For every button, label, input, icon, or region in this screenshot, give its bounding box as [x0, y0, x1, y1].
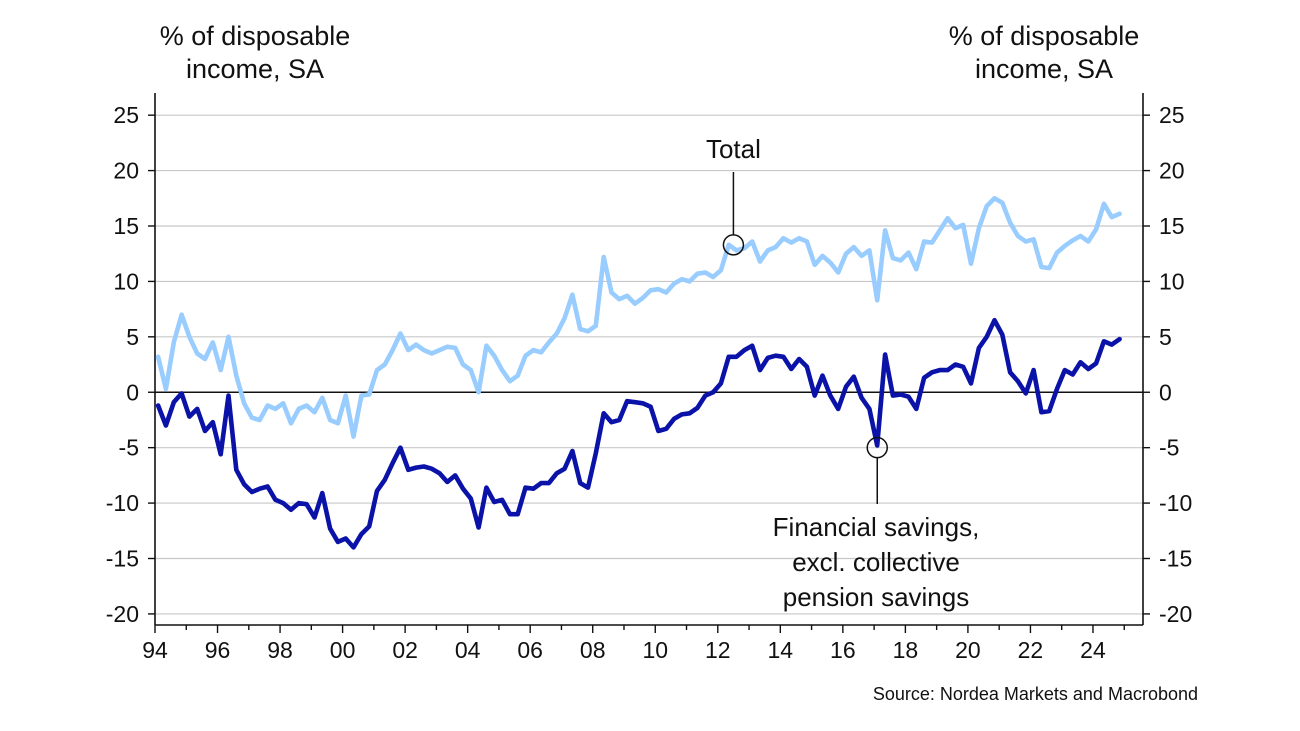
- y-tick-label-right: 25: [1159, 102, 1185, 128]
- right-axis-unit-label: % of disposable income, SA: [948, 21, 1140, 84]
- x-tick-label: 12: [705, 637, 731, 663]
- x-tick-label: 02: [392, 637, 418, 663]
- x-tick-label: 22: [1018, 637, 1044, 663]
- y-tick-label-right: 15: [1159, 213, 1185, 239]
- x-tick-label: 14: [768, 637, 794, 663]
- x-tick-label: 10: [642, 637, 668, 663]
- y-tick-label-left: 5: [126, 324, 139, 350]
- x-tick-label: 06: [517, 637, 543, 663]
- series-lines: [155, 196, 1122, 550]
- x-tick-label: 94: [142, 637, 168, 663]
- x-tick-label: 04: [455, 637, 481, 663]
- x-tick-label: 24: [1080, 637, 1106, 663]
- annotations: Total Financial savings, excl. collective p…: [706, 134, 979, 612]
- y-tick-label-left: -5: [119, 435, 139, 461]
- y-tick-label-left: 20: [113, 158, 139, 184]
- x-tick-label: 08: [580, 637, 606, 663]
- financial-annotation-label: excl. collective: [792, 547, 960, 577]
- y-tick-label-right: 10: [1159, 268, 1185, 294]
- y-tick-label-left: 25: [113, 102, 139, 128]
- x-tick-label: 00: [330, 637, 356, 663]
- total-annotation-label: Total: [706, 134, 761, 164]
- y-tick-label-right: 5: [1159, 324, 1172, 350]
- y-tick-label-left: -10: [106, 490, 139, 516]
- y-tick-label-left: 10: [113, 268, 139, 294]
- left-y-ticks: 25 20 15 10 5 0 -5 -10 -15 -20: [106, 102, 155, 627]
- y-tick-label-right: -20: [1159, 601, 1192, 627]
- right-y-ticks: 25 20 15 10 5 0 -5 -10 -15 -20: [1143, 102, 1192, 627]
- total-series-line: [155, 196, 1122, 439]
- financial-annotation-label: Financial savings,: [773, 512, 980, 542]
- y-tick-label-left: 0: [126, 379, 139, 405]
- y-tick-label-right: -5: [1159, 435, 1179, 461]
- x-tick-label: 18: [893, 637, 919, 663]
- financial-annotation-label: pension savings: [783, 582, 969, 612]
- x-tick-label: 98: [267, 637, 293, 663]
- y-tick-label-left: -15: [106, 546, 139, 572]
- x-ticks: 94 96 98 00 02 04 06 08 10 12 14 16 18 20 22 24: [142, 625, 1125, 663]
- x-tick-label: 16: [830, 637, 856, 663]
- source-note: Source: Nordea Markets and Macrobond: [872, 684, 1198, 704]
- gridlines: [154, 93, 1144, 626]
- y-tick-label-left: -20: [106, 601, 139, 627]
- y-tick-label-left: 15: [113, 213, 139, 239]
- y-tick-label-right: 20: [1159, 158, 1185, 184]
- y-tick-label-right: -10: [1159, 490, 1192, 516]
- x-tick-label: 96: [205, 637, 231, 663]
- y-tick-label-right: -15: [1159, 546, 1192, 572]
- financial-savings-series-line: [155, 317, 1122, 550]
- left-axis-unit-label: % of disposable income, SA: [159, 21, 351, 84]
- y-tick-label-right: 0: [1159, 379, 1172, 405]
- x-tick-label: 20: [955, 637, 981, 663]
